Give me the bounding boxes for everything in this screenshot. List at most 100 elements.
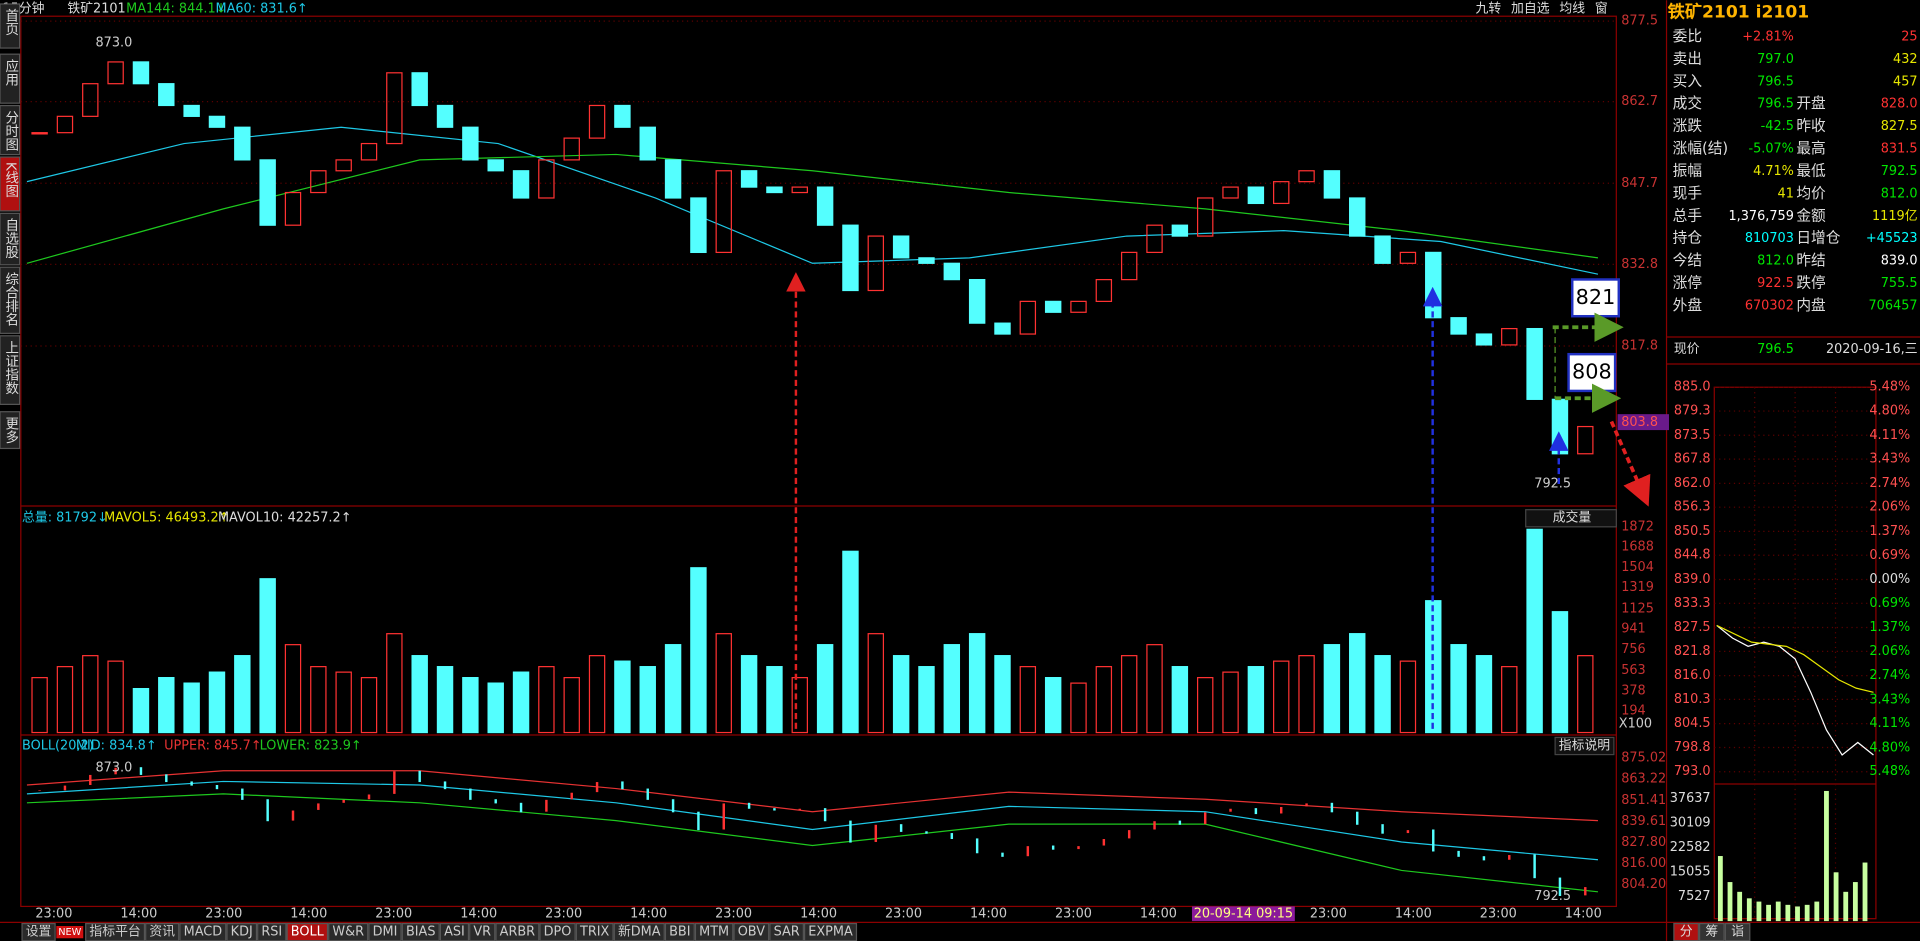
candle	[588, 104, 606, 139]
volume-bar	[1070, 682, 1087, 734]
side-tab-label[interactable]: 上证指数	[2, 341, 19, 395]
mini-volume-bar	[1795, 906, 1800, 922]
volume-bar	[1526, 528, 1543, 734]
tab-label[interactable]: 资讯	[149, 925, 175, 940]
tab-label[interactable]: MTM	[699, 925, 729, 940]
annotation-arrows	[786, 272, 1651, 729]
quote-label: 涨停	[1673, 275, 1702, 292]
tab-label[interactable]: EXPMA	[808, 925, 853, 940]
y-tick-label: 804.5	[1674, 716, 1711, 731]
y2-tick-label: 1.37%	[1869, 524, 1910, 539]
tab-label[interactable]: TRIX	[579, 925, 610, 940]
quote-value: -5.07%	[1748, 142, 1793, 157]
volume-bar	[234, 655, 251, 734]
tab-label[interactable]: 指标平台	[89, 925, 140, 940]
quote-value: 670302	[1745, 298, 1794, 313]
boll-help[interactable]: 指标说明	[1559, 739, 1610, 754]
header-button[interactable]: 窗	[1595, 0, 1608, 16]
candle	[462, 126, 479, 161]
candle	[360, 142, 378, 161]
candle	[310, 170, 327, 194]
side-tab-label[interactable]: K线图	[2, 162, 19, 198]
quote-label: 委比	[1673, 28, 1702, 45]
boll-high: 873.0	[96, 761, 133, 776]
side-tab-label[interactable]: 更多	[2, 417, 19, 444]
mini-volume-bar	[1852, 882, 1858, 922]
mini-volume-bar	[1766, 904, 1771, 922]
candle	[56, 115, 74, 134]
header-button[interactable]: 九转	[1476, 1, 1502, 16]
tab-label[interactable]: W&R	[332, 925, 364, 940]
volume-bar	[690, 567, 707, 734]
side-tab[interactable]	[0, 212, 21, 266]
candle	[563, 137, 580, 161]
header-button[interactable]: 加自选	[1511, 1, 1550, 16]
side-tab[interactable]	[0, 266, 21, 334]
side-tab-label[interactable]: 综合排名	[2, 272, 19, 326]
mini-tab-label[interactable]: 分	[1680, 925, 1693, 940]
y-tick-label: 847.7	[1621, 176, 1658, 191]
mini-tab-label[interactable]: 诣	[1731, 925, 1744, 940]
date: 2020-09-16,三	[1826, 342, 1918, 357]
candle	[639, 126, 656, 161]
volume-selector[interactable]: 成交量	[1553, 510, 1592, 526]
volume-bar	[918, 666, 935, 734]
x-tick-label: 14:00	[800, 906, 837, 921]
tab-label[interactable]: KDJ	[231, 925, 253, 940]
side-tab[interactable]	[0, 411, 21, 450]
tab-label[interactable]: OBV	[738, 925, 766, 940]
tab-label[interactable]: RSI	[261, 925, 282, 940]
candle	[842, 224, 859, 292]
candle	[1349, 197, 1366, 237]
tab-label[interactable]: DPO	[544, 925, 572, 940]
volume-bar	[842, 550, 859, 734]
side-tab[interactable]	[0, 335, 21, 405]
mini-volume-bar	[1727, 882, 1733, 922]
y-tick-label: 1319	[1621, 580, 1654, 595]
mavol10: MAVOL10: 42257.2↑	[218, 511, 351, 526]
tab-label[interactable]: MACD	[184, 925, 223, 940]
y-tick-label: 816.0	[1674, 668, 1711, 683]
candle	[1146, 224, 1163, 254]
tab-label[interactable]: BIAS	[406, 925, 436, 940]
line	[1716, 624, 1874, 693]
side-tab-label[interactable]: 自选股	[2, 218, 19, 260]
volume-bar	[1349, 633, 1366, 734]
volume-bar	[892, 655, 910, 734]
side-tab[interactable]	[0, 104, 21, 156]
callout-text: 821	[1576, 285, 1616, 309]
side-tab[interactable]	[0, 3, 21, 49]
tab-label[interactable]: SAR	[774, 925, 800, 940]
volume-bar	[1196, 677, 1214, 734]
quote-label: 振幅	[1673, 162, 1702, 179]
side-tab-label[interactable]: 首页	[2, 9, 19, 36]
y2-tick-label: 3.43%	[1869, 692, 1910, 707]
tab-label[interactable]: ARBR	[500, 925, 536, 940]
high-label: 873.0	[96, 36, 133, 51]
quote-value: 839.0	[1881, 254, 1918, 269]
time-highlight	[1191, 906, 1295, 922]
tab-label[interactable]: BOLL	[291, 925, 325, 940]
tab-label[interactable]: DMI	[373, 925, 398, 940]
quote-label: 内盘	[1796, 296, 1826, 314]
tab-label[interactable]: ASI	[444, 925, 465, 940]
tab-label[interactable]: BBI	[669, 925, 690, 940]
new-badge: NEW	[58, 927, 81, 938]
tab-label[interactable]: VR	[473, 925, 491, 940]
tab-label[interactable]: 设置	[26, 925, 52, 940]
candle	[943, 262, 961, 281]
volume-bar	[335, 671, 352, 734]
side-tab-label[interactable]: 应用	[2, 58, 19, 87]
volume-bar	[158, 677, 175, 734]
volume-bar	[1171, 666, 1189, 734]
mini-tab-label[interactable]: 筹	[1705, 924, 1718, 940]
line	[26, 770, 1598, 822]
side-tab-label[interactable]: 分时图	[2, 110, 19, 151]
candle	[1120, 251, 1138, 281]
new-badge-bg	[56, 926, 84, 939]
tab-label[interactable]: 新DMA	[618, 924, 661, 940]
y-tick-label: 1688	[1621, 540, 1654, 555]
side-tab[interactable]	[0, 53, 21, 104]
side-tab[interactable]	[0, 156, 21, 212]
header-button[interactable]: 均线	[1559, 1, 1585, 16]
